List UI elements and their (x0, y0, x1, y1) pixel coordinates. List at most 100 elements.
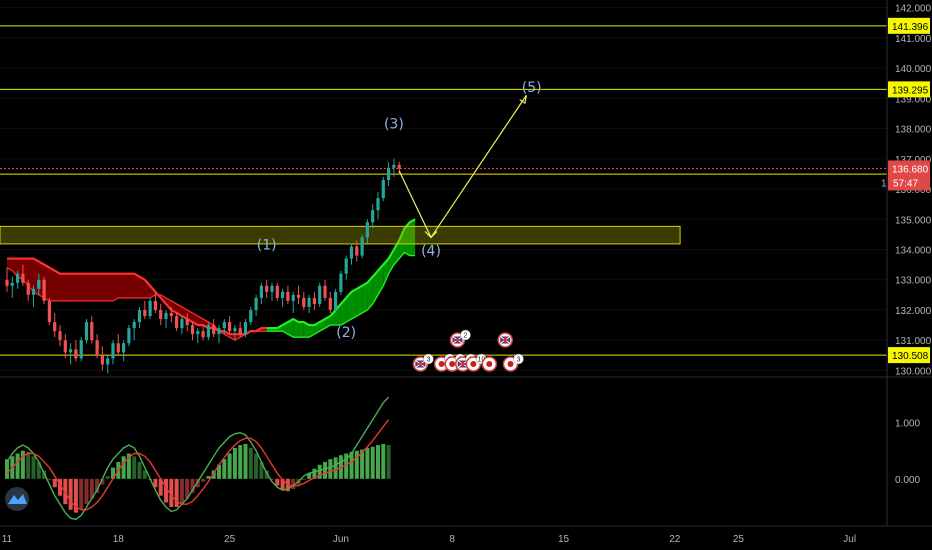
cloud-segment (86, 273, 92, 301)
candle-body (312, 297, 316, 304)
price-tick-label: 137.000 (895, 155, 932, 166)
time-tick-label: Jul (843, 534, 856, 545)
time-tick-label: 18 (113, 534, 125, 545)
price-tick-label: 141.000 (895, 34, 932, 45)
price-tick-label: 142.000 (895, 4, 932, 15)
cloud-span-a-bearish (7, 257, 267, 336)
candle-body (116, 343, 120, 353)
candle-body (387, 167, 391, 180)
candle-body (153, 300, 157, 310)
candle-body (127, 328, 131, 344)
macd-histogram-bar (58, 478, 62, 496)
jp-flag-icon (449, 361, 456, 367)
macd-histogram-bar (185, 478, 190, 499)
macd-histogram-bar (270, 478, 274, 480)
candle-body (249, 309, 253, 323)
cloud-segment (303, 322, 310, 338)
macd-histogram-bar (142, 470, 147, 479)
candle-body (323, 285, 327, 298)
macd-histogram-bar (254, 453, 259, 479)
candle-body (376, 198, 380, 211)
candle-body (275, 285, 279, 298)
macd-histogram-bar (73, 478, 78, 513)
cloud-span-b-bullish (266, 251, 416, 338)
candle-body (148, 300, 152, 317)
tradingview-logo-icon[interactable] (5, 487, 29, 511)
jp-flag-icon (507, 361, 514, 367)
candle-body (16, 273, 20, 283)
candle-body (339, 273, 343, 292)
candle-body (286, 291, 290, 301)
candle-body (360, 237, 364, 256)
time-tick-label: 15 (558, 534, 570, 545)
wave-label: (4) (421, 244, 441, 260)
projection-arrowhead (519, 95, 527, 105)
price-tick-label: 132.000 (895, 306, 932, 317)
wave-label: (3) (384, 117, 404, 133)
candle-body (222, 322, 226, 329)
time-tick-label: 22 (669, 534, 681, 545)
elliott-wave-annotations: (1) (2) (3) (4) (5) (257, 80, 542, 341)
candle-body (291, 294, 295, 301)
macd-histogram-bar (376, 445, 380, 479)
cloud-segment (54, 270, 60, 301)
macd-histogram-bar (20, 450, 25, 479)
macd-histogram-bar (174, 478, 179, 507)
level-price-tag (888, 81, 930, 98)
cloud-segment (7, 258, 13, 271)
candle-body (349, 246, 354, 259)
macd-histogram-bar (307, 473, 312, 479)
horizontal-levels (0, 25, 887, 356)
macd-histogram-bar (217, 464, 221, 479)
macd-histogram-bar (95, 478, 100, 493)
candle-body (122, 343, 126, 353)
macd-histogram-bar (227, 453, 232, 479)
candle-body (106, 358, 110, 365)
candle-body (228, 322, 232, 332)
candle-body (302, 297, 306, 307)
candlesticks (5, 158, 401, 374)
level-price-tag (888, 347, 930, 364)
cloud-segment (118, 273, 124, 298)
candle-body (63, 340, 67, 353)
macd-line (6, 396, 390, 521)
candle-body (95, 340, 99, 356)
candle-body (296, 294, 301, 298)
price-tick-label: 133.000 (895, 276, 932, 287)
time-tick-label: 25 (224, 534, 236, 545)
macd-histogram-bar (328, 459, 333, 479)
macd-histogram-bar (5, 459, 9, 479)
cloud-segment (128, 273, 135, 298)
macd-histogram-bar (259, 461, 264, 479)
macd-histogram-bar (323, 461, 327, 479)
candle-body (26, 282, 30, 295)
event-count: 10 (478, 357, 486, 364)
macd-histogram-bar (381, 443, 386, 479)
price-tick-label: 134.000 (895, 245, 932, 256)
candle-body (159, 309, 163, 320)
candle-body (206, 325, 210, 338)
macd-histogram-bar (243, 443, 248, 479)
macd-tick-label: 1.000 (895, 419, 920, 430)
current-price-tag (888, 160, 930, 191)
macd-histogram-bar (132, 456, 137, 479)
event-count: 2 (464, 333, 468, 340)
macd-histogram-bar (84, 478, 89, 505)
macd-histogram-bar (52, 478, 57, 488)
cloud-segment (340, 297, 347, 326)
macd-histogram-bar (280, 478, 285, 491)
macd-histogram-bar (68, 478, 73, 510)
jp-flag-icon (486, 361, 493, 367)
cloud-segment (234, 334, 241, 341)
time-tick-label: 11 (2, 534, 13, 545)
candle-body (344, 258, 348, 274)
candle-body (254, 297, 258, 310)
macd-histogram-bar (31, 456, 36, 479)
jp-flag-icon (438, 361, 445, 367)
event-count-badge (513, 353, 524, 365)
macd-histogram-bar (206, 476, 211, 479)
macd-histogram-bar (370, 446, 375, 479)
candle-body (143, 309, 147, 317)
jp-flag-icon (470, 361, 477, 367)
